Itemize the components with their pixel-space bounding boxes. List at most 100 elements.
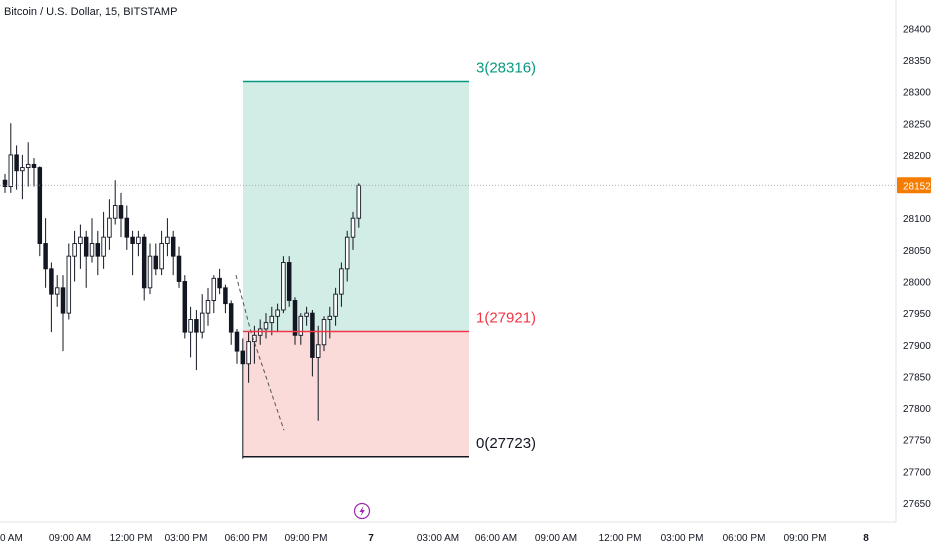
time-axis[interactable]: 0 AM 09:00 AM 12:00 PM 03:00 PM 06:00 PM 09:0… bbox=[0, 521, 896, 544]
candle bbox=[130, 230, 135, 276]
candle bbox=[344, 230, 350, 282]
price-tick-label: 28000 bbox=[903, 277, 931, 288]
candle bbox=[136, 230, 141, 257]
zones-layer bbox=[243, 81, 469, 457]
candle bbox=[112, 180, 118, 225]
time-tick-label: 7 bbox=[368, 533, 374, 544]
candle bbox=[246, 332, 251, 383]
candle bbox=[298, 313, 304, 345]
candle bbox=[25, 142, 31, 187]
candle bbox=[182, 275, 188, 339]
candle bbox=[350, 211, 356, 250]
chart-title: Bitcoin / U.S. Dollar, 15, BITSTAMP bbox=[4, 6, 178, 18]
candle bbox=[31, 158, 37, 187]
time-tick-label: 06:00 PM bbox=[723, 533, 766, 544]
level-0-label: 0(27723) bbox=[476, 435, 536, 452]
candle bbox=[240, 338, 246, 459]
time-tick-label: 8 bbox=[863, 533, 869, 544]
candle bbox=[339, 262, 344, 307]
current-price-badge bbox=[897, 177, 931, 194]
candle bbox=[199, 294, 205, 339]
candle bbox=[165, 218, 170, 257]
candle bbox=[54, 275, 60, 307]
candle bbox=[333, 287, 338, 326]
level-1-label: 1(27921) bbox=[476, 309, 536, 326]
time-tick-label: 12:00 PM bbox=[110, 533, 153, 544]
candle bbox=[66, 243, 72, 320]
candle bbox=[205, 287, 211, 326]
time-tick-label: 09:00 PM bbox=[784, 533, 827, 544]
price-axis[interactable]: 2840028350283002825028200281502810028050… bbox=[895, 0, 931, 522]
time-tick-label: 03:00 PM bbox=[661, 533, 704, 544]
candle bbox=[234, 328, 240, 364]
candle bbox=[188, 306, 193, 358]
candle bbox=[43, 218, 48, 288]
price-tick-label: 28100 bbox=[903, 214, 931, 225]
current-price-label: 28152 bbox=[903, 181, 931, 192]
levels-layer: 3(28316) 1(27921) 0(27723) bbox=[0, 59, 896, 458]
loss-zone bbox=[243, 331, 469, 457]
time-tick-label: 09:00 AM bbox=[49, 533, 91, 544]
time-tick-label: 03:00 PM bbox=[165, 533, 208, 544]
candle bbox=[14, 145, 19, 190]
candle bbox=[327, 306, 333, 339]
price-tick-label: 28400 bbox=[903, 24, 931, 35]
candle bbox=[2, 173, 8, 193]
time-tick-label: 06:00 PM bbox=[225, 533, 268, 544]
candle bbox=[78, 224, 83, 269]
price-tick-label: 27900 bbox=[903, 341, 931, 352]
candle bbox=[310, 309, 315, 377]
candle bbox=[263, 313, 269, 339]
time-tick-label: 06:00 AM bbox=[475, 533, 517, 544]
candle bbox=[147, 243, 153, 295]
candle bbox=[281, 256, 286, 314]
level-3-label: 3(28316) bbox=[476, 59, 536, 76]
candle bbox=[95, 230, 101, 276]
candle bbox=[20, 154, 25, 200]
candle bbox=[223, 284, 228, 314]
time-tick-label: 12:00 PM bbox=[599, 533, 642, 544]
time-tick-label: 09:00 PM bbox=[285, 533, 328, 544]
candle bbox=[170, 230, 176, 276]
candle bbox=[141, 234, 147, 301]
candle bbox=[315, 325, 321, 421]
candle bbox=[269, 306, 275, 336]
candle bbox=[107, 199, 112, 250]
candle bbox=[60, 275, 66, 352]
price-tick-label: 28200 bbox=[903, 151, 931, 162]
candle bbox=[275, 303, 280, 333]
time-tick-label: 09:00 AM bbox=[535, 533, 577, 544]
candle bbox=[83, 230, 89, 288]
candle bbox=[89, 218, 95, 263]
candle bbox=[101, 211, 106, 269]
price-tick-label: 28250 bbox=[903, 119, 931, 130]
profit-zone bbox=[243, 81, 469, 332]
candle bbox=[176, 246, 182, 288]
candle bbox=[49, 262, 54, 333]
candle bbox=[211, 275, 217, 314]
price-tick-label: 27850 bbox=[903, 372, 931, 383]
candle bbox=[292, 297, 298, 345]
candle bbox=[37, 166, 43, 257]
price-tick-label: 27750 bbox=[903, 436, 931, 447]
candle bbox=[153, 243, 159, 276]
candle bbox=[286, 256, 292, 307]
price-tick-label: 28300 bbox=[903, 88, 931, 99]
candle bbox=[228, 300, 234, 345]
price-tick-label: 27650 bbox=[903, 499, 931, 510]
price-tick-label: 27700 bbox=[903, 467, 931, 478]
price-tick-label: 27950 bbox=[903, 309, 931, 320]
candle bbox=[72, 230, 77, 282]
candle bbox=[118, 192, 124, 238]
candle bbox=[217, 268, 222, 295]
candle bbox=[8, 123, 14, 193]
time-tick-label: 0 AM bbox=[0, 533, 23, 544]
flash-marker[interactable] bbox=[353, 502, 371, 520]
price-tick-label: 27800 bbox=[903, 404, 931, 415]
time-tick-label: 03:00 AM bbox=[417, 533, 459, 544]
candle bbox=[159, 230, 164, 276]
candle bbox=[356, 183, 362, 228]
lightning-icon[interactable] bbox=[353, 502, 371, 520]
price-tick-label: 28350 bbox=[903, 56, 931, 67]
